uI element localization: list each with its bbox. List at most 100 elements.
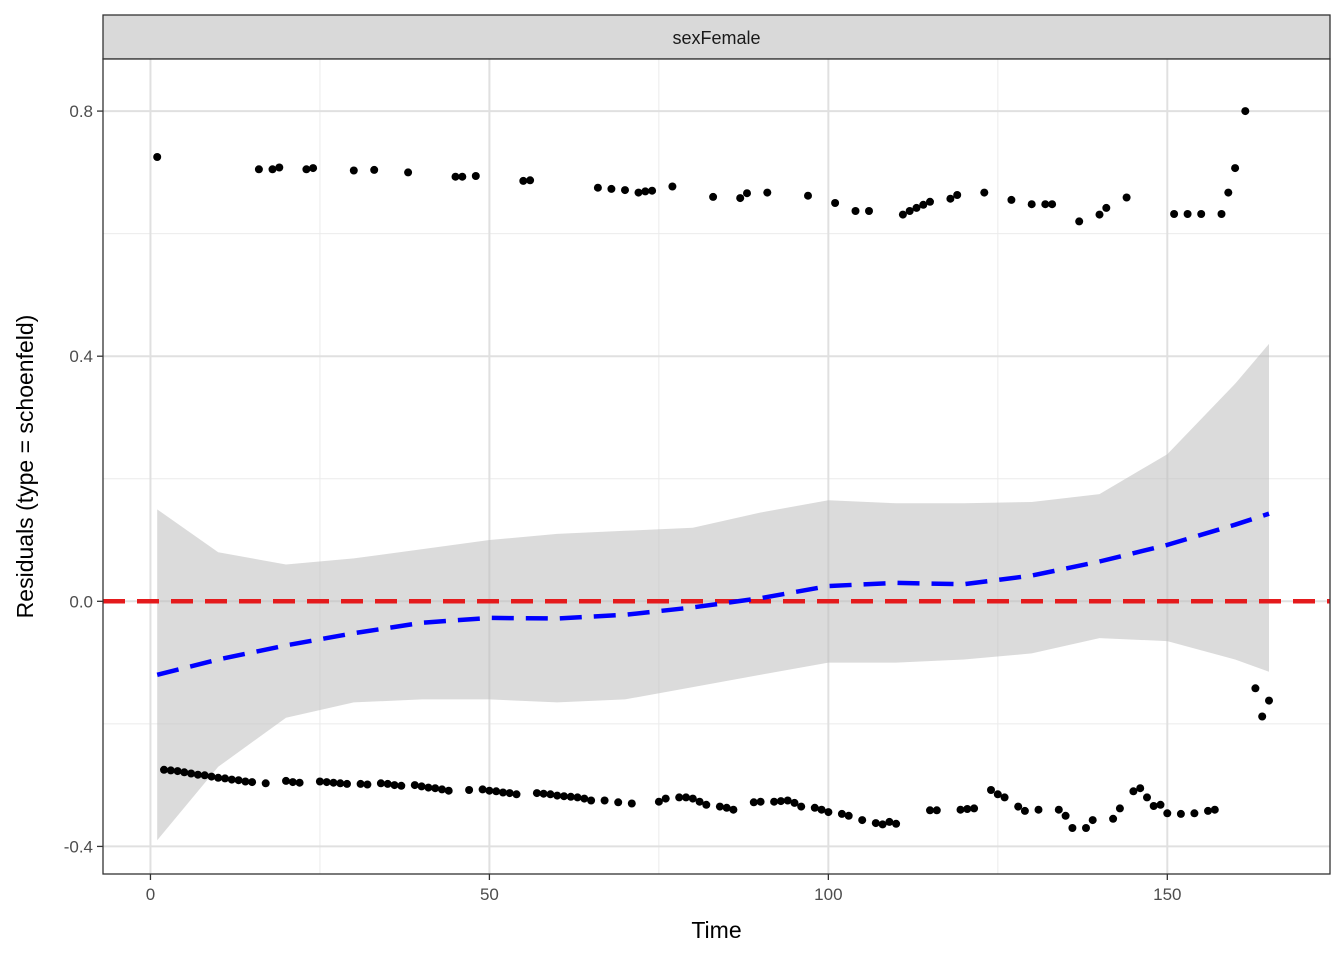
data-point bbox=[539, 789, 548, 798]
data-point bbox=[1115, 804, 1124, 813]
data-point bbox=[702, 800, 711, 809]
data-point bbox=[980, 188, 989, 197]
data-point bbox=[485, 786, 494, 795]
data-point bbox=[790, 798, 799, 807]
data-point bbox=[919, 200, 928, 209]
data-point bbox=[397, 781, 406, 790]
data-point bbox=[695, 797, 704, 806]
data-point bbox=[783, 796, 792, 805]
data-point bbox=[885, 817, 894, 826]
facet-strip bbox=[102, 14, 1331, 60]
data-point bbox=[776, 797, 785, 806]
x-tick-label: 100 bbox=[814, 885, 842, 904]
data-point bbox=[214, 773, 223, 782]
data-point bbox=[600, 796, 609, 805]
data-point bbox=[871, 819, 880, 828]
y-tick-label: 0.8 bbox=[69, 102, 93, 121]
data-point bbox=[804, 191, 812, 200]
confidence-band-layer bbox=[157, 343, 1270, 841]
data-point bbox=[648, 186, 657, 195]
data-point bbox=[898, 210, 907, 219]
data-point bbox=[634, 188, 643, 197]
data-point bbox=[566, 792, 575, 801]
data-point bbox=[417, 782, 426, 791]
data-point bbox=[756, 797, 765, 806]
data-point bbox=[180, 768, 189, 777]
facet-label: sexFemale bbox=[672, 28, 760, 48]
data-point bbox=[1210, 805, 1219, 814]
data-point bbox=[709, 192, 718, 201]
data-point bbox=[932, 806, 941, 815]
data-point bbox=[288, 778, 297, 787]
data-point bbox=[1041, 200, 1050, 209]
data-point bbox=[858, 816, 867, 825]
data-point bbox=[729, 805, 738, 814]
data-point bbox=[1095, 210, 1104, 219]
data-point bbox=[1109, 814, 1118, 823]
data-point bbox=[1075, 217, 1084, 226]
data-point bbox=[1102, 203, 1111, 212]
data-point bbox=[526, 176, 535, 185]
data-point bbox=[1061, 811, 1070, 820]
data-point bbox=[926, 197, 934, 206]
data-point bbox=[688, 794, 697, 803]
data-point bbox=[254, 165, 263, 174]
data-point bbox=[722, 803, 731, 812]
x-tick-label: 150 bbox=[1153, 885, 1181, 904]
data-point bbox=[248, 778, 257, 787]
data-point bbox=[587, 796, 596, 805]
data-point bbox=[309, 164, 318, 173]
data-point bbox=[1143, 793, 1151, 802]
data-point bbox=[221, 774, 229, 783]
data-point bbox=[1122, 193, 1131, 202]
data-point bbox=[424, 783, 433, 792]
data-point bbox=[837, 809, 846, 818]
data-point bbox=[627, 799, 636, 808]
data-point bbox=[275, 163, 284, 172]
data-point bbox=[1241, 107, 1250, 116]
data-point bbox=[315, 777, 324, 786]
data-points bbox=[153, 107, 1273, 832]
data-point bbox=[1048, 200, 1057, 209]
y-tick-label: -0.4 bbox=[64, 837, 93, 856]
data-point bbox=[892, 819, 901, 828]
data-point bbox=[953, 191, 962, 199]
data-point bbox=[946, 194, 955, 203]
data-point bbox=[1163, 809, 1172, 818]
data-point bbox=[987, 786, 995, 794]
data-point bbox=[1149, 802, 1158, 810]
data-point bbox=[970, 804, 979, 813]
data-point bbox=[912, 203, 921, 212]
data-point bbox=[1197, 210, 1206, 218]
confidence-band bbox=[157, 343, 1270, 841]
data-point bbox=[492, 787, 501, 796]
data-point bbox=[865, 207, 873, 215]
data-point bbox=[410, 781, 419, 790]
data-point bbox=[261, 779, 270, 788]
data-point bbox=[1251, 684, 1260, 693]
data-point bbox=[614, 798, 623, 807]
x-axis-title: Time bbox=[691, 917, 741, 943]
data-point bbox=[282, 776, 290, 785]
data-point bbox=[1082, 824, 1090, 832]
data-point bbox=[519, 176, 528, 185]
data-point bbox=[404, 168, 413, 177]
data-point bbox=[1265, 696, 1273, 705]
data-point bbox=[295, 778, 304, 787]
data-point bbox=[349, 166, 358, 175]
data-point bbox=[302, 165, 311, 174]
data-point bbox=[956, 805, 965, 814]
data-point bbox=[438, 785, 446, 794]
data-point bbox=[770, 797, 779, 806]
minor-gridlines bbox=[103, 59, 1330, 874]
data-point bbox=[844, 811, 853, 820]
data-point bbox=[1034, 805, 1043, 814]
data-point bbox=[1129, 787, 1138, 796]
data-point bbox=[363, 780, 372, 789]
data-point bbox=[553, 791, 562, 800]
data-point bbox=[682, 793, 690, 802]
data-point bbox=[1176, 809, 1185, 818]
data-point bbox=[431, 784, 440, 793]
data-point bbox=[505, 789, 514, 798]
data-point bbox=[173, 767, 182, 776]
